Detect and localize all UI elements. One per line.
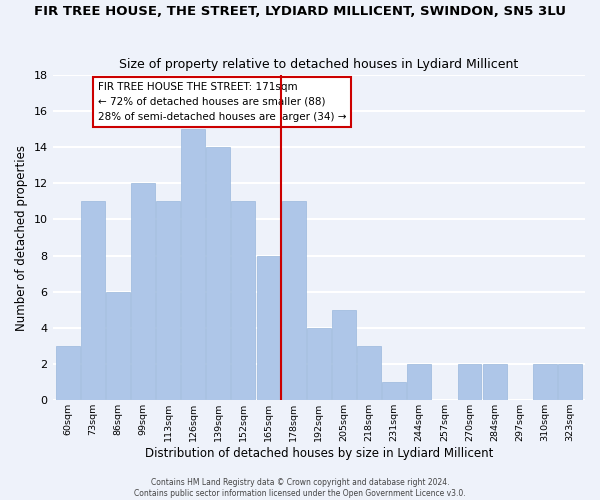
Y-axis label: Number of detached properties: Number of detached properties bbox=[15, 144, 28, 330]
Bar bbox=[156, 202, 180, 400]
X-axis label: Distribution of detached houses by size in Lydiard Millicent: Distribution of detached houses by size … bbox=[145, 447, 493, 460]
Text: Contains HM Land Registry data © Crown copyright and database right 2024.
Contai: Contains HM Land Registry data © Crown c… bbox=[134, 478, 466, 498]
Bar bbox=[533, 364, 557, 400]
Bar bbox=[332, 310, 356, 400]
Bar bbox=[181, 129, 205, 400]
Bar bbox=[357, 346, 381, 400]
Bar bbox=[482, 364, 506, 400]
Bar bbox=[232, 202, 256, 400]
Bar bbox=[407, 364, 431, 400]
Bar bbox=[81, 202, 104, 400]
Bar bbox=[131, 184, 155, 400]
Bar bbox=[282, 202, 305, 400]
Bar bbox=[206, 147, 230, 400]
Text: FIR TREE HOUSE, THE STREET, LYDIARD MILLICENT, SWINDON, SN5 3LU: FIR TREE HOUSE, THE STREET, LYDIARD MILL… bbox=[34, 5, 566, 18]
Bar bbox=[257, 256, 280, 400]
Bar bbox=[558, 364, 582, 400]
Bar bbox=[106, 292, 130, 400]
Title: Size of property relative to detached houses in Lydiard Millicent: Size of property relative to detached ho… bbox=[119, 58, 518, 71]
Bar bbox=[56, 346, 80, 400]
Text: FIR TREE HOUSE THE STREET: 171sqm
← 72% of detached houses are smaller (88)
28% : FIR TREE HOUSE THE STREET: 171sqm ← 72% … bbox=[98, 82, 346, 122]
Bar bbox=[307, 328, 331, 400]
Bar bbox=[458, 364, 481, 400]
Bar bbox=[382, 382, 406, 400]
